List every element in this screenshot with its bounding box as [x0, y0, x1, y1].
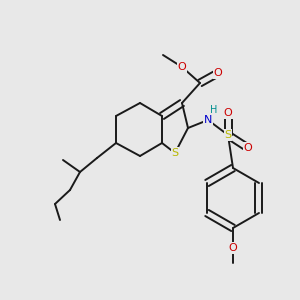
- Text: O: O: [229, 243, 237, 253]
- Text: O: O: [178, 62, 186, 72]
- Text: H: H: [210, 105, 218, 115]
- Text: S: S: [171, 148, 178, 158]
- Text: O: O: [244, 143, 252, 153]
- Text: S: S: [224, 130, 232, 140]
- Text: N: N: [204, 115, 212, 125]
- Text: O: O: [214, 68, 222, 78]
- Text: O: O: [224, 108, 232, 118]
